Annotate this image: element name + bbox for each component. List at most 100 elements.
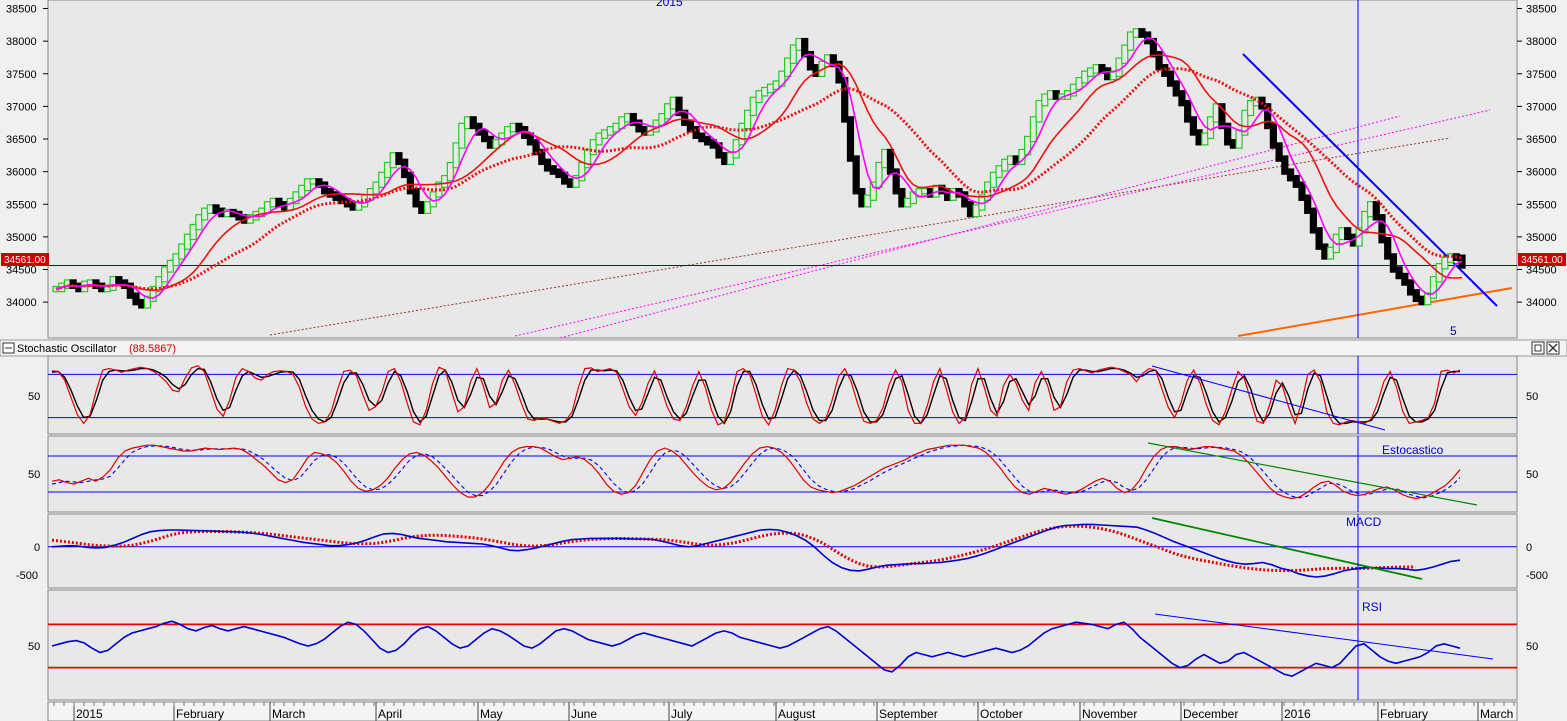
ma-slow-line (55, 67, 1463, 291)
candle (703, 135, 712, 146)
candle (178, 243, 186, 260)
candle (509, 122, 517, 133)
slow-stochastic-tick-left: 50 (28, 469, 40, 481)
candle (589, 139, 597, 156)
candle (1075, 77, 1083, 91)
candle (755, 90, 763, 104)
candle (1029, 116, 1037, 143)
candle (1178, 90, 1186, 107)
candle (675, 96, 683, 117)
stochastic-value: (88.5867) (129, 343, 176, 355)
candle (549, 165, 557, 175)
candle (395, 152, 403, 166)
candle (652, 119, 660, 133)
candle (1035, 99, 1043, 123)
candle (892, 168, 900, 195)
candle (138, 298, 146, 309)
candle (972, 204, 980, 218)
time-tick-label: July (671, 707, 692, 721)
macd-trendline (1151, 517, 1423, 580)
candle (383, 161, 392, 179)
macd-panel (47, 513, 1518, 589)
resistance-trendline (1242, 53, 1498, 307)
price-tick-label-left: 38000 (6, 36, 37, 48)
stochastic-k-line (51, 365, 1461, 426)
candle (321, 181, 329, 195)
stochastic-header[interactable] (0, 339, 1567, 357)
candle (1401, 272, 1409, 286)
candle (1275, 142, 1283, 162)
price-tag-right-text: 34561.00 (1521, 255, 1563, 266)
slow-stochastic-panel (47, 435, 1518, 513)
candle (1315, 227, 1323, 250)
candle (1104, 67, 1112, 81)
candle (326, 187, 334, 198)
time-tick-label: February (1380, 707, 1428, 721)
price-layer: 34000 34000 34500 34500 35000 35000 35500 35500… (6, 0, 1557, 339)
stochastic-trendline (1151, 365, 1386, 431)
candle (669, 96, 677, 110)
candle (749, 96, 757, 117)
candle (738, 122, 746, 146)
candle (1155, 50, 1163, 71)
price-tick-label-right: 34000 (1526, 297, 1557, 309)
candle (921, 187, 929, 195)
candle (846, 116, 855, 162)
candle (1046, 90, 1055, 100)
candle (1229, 139, 1237, 149)
candle (1384, 236, 1392, 260)
rsi-line (51, 620, 1461, 678)
rsi-panel (47, 589, 1518, 701)
candle (1138, 28, 1146, 38)
time-tick-label: September (879, 707, 938, 721)
macd-label: MACD (1346, 515, 1382, 529)
candle (143, 295, 152, 309)
candle (995, 165, 1003, 179)
price-tick-label-left: 37500 (6, 69, 37, 81)
price-tick-label-left: 38500 (6, 4, 37, 16)
candle (761, 86, 769, 97)
time-tick-label: May (480, 707, 503, 721)
candle (463, 116, 472, 130)
support-trendline (1237, 287, 1513, 337)
candle (418, 201, 426, 214)
candle (309, 178, 317, 185)
candle (629, 112, 637, 126)
candle (458, 122, 466, 149)
maximize-icon[interactable] (1531, 341, 1545, 355)
price-tick-label-right: 35000 (1526, 232, 1557, 244)
macd-tick-left: -500 (16, 570, 38, 582)
candle (149, 285, 157, 303)
candle (566, 178, 574, 188)
price-tick-label-left: 35500 (6, 199, 37, 211)
candle (132, 292, 140, 306)
channel-line-upper (514, 109, 1491, 337)
candle (904, 197, 912, 208)
candle (1041, 93, 1049, 107)
candle (898, 187, 906, 208)
candle (378, 171, 386, 188)
candle (486, 135, 494, 149)
candle (1189, 116, 1197, 136)
candle (623, 112, 632, 123)
candle (721, 152, 729, 166)
candle (1132, 28, 1140, 38)
time-tick-label: November (1082, 707, 1137, 721)
candle (155, 276, 163, 293)
candle (126, 282, 134, 299)
candle (166, 259, 174, 273)
candle (189, 223, 197, 241)
candle (412, 187, 420, 208)
candle (886, 148, 895, 175)
price-tick-label-right: 37500 (1526, 69, 1557, 81)
candle (1212, 103, 1220, 123)
rsi-tick-right: 50 (1526, 641, 1538, 653)
candle (881, 148, 889, 169)
candle (1092, 64, 1100, 74)
candle (515, 122, 523, 133)
candle (635, 119, 643, 133)
time-tick-label: October (980, 707, 1023, 721)
candle (795, 37, 803, 51)
price-tick-label-left: 36500 (6, 134, 37, 146)
channel-line-lower (559, 115, 1401, 339)
